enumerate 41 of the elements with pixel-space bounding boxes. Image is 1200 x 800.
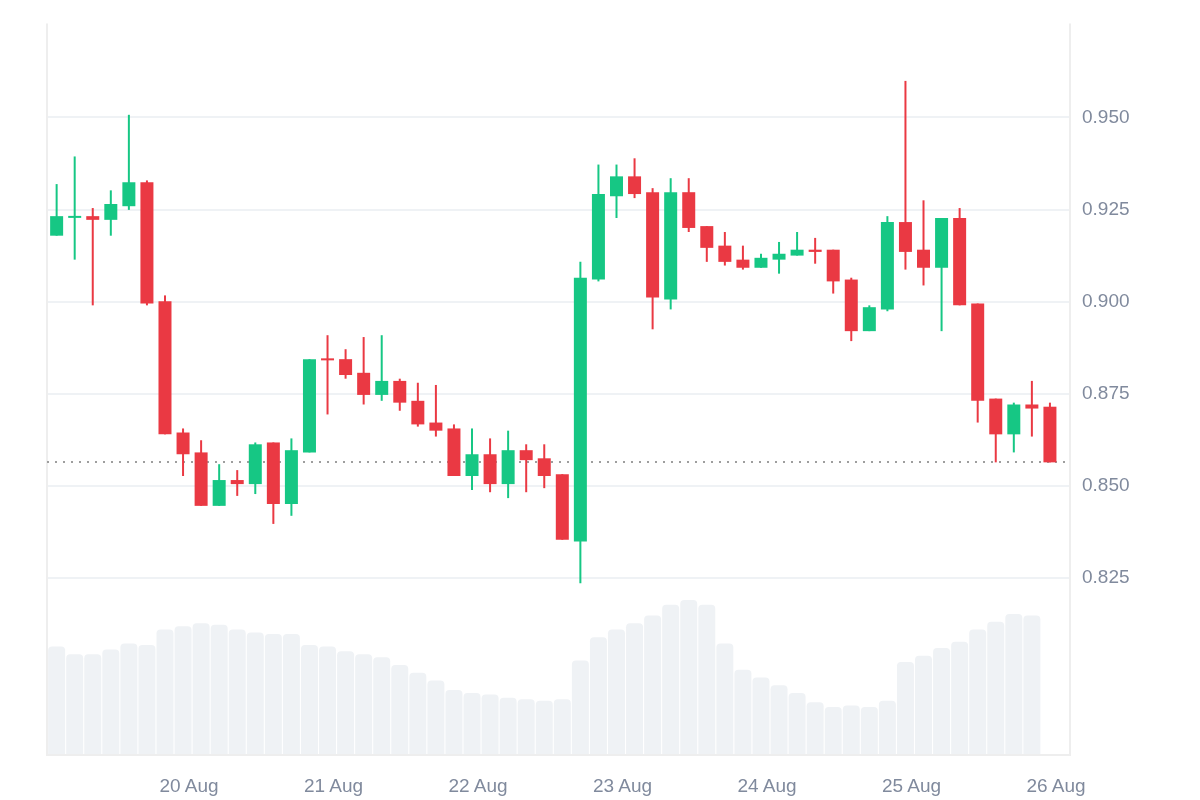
- y-tick-label: 0.950: [1082, 105, 1130, 127]
- candlestick: [700, 225, 714, 263]
- candlestick: [917, 199, 931, 287]
- x-tick-label: 25 Aug: [881, 774, 942, 796]
- x-tick-label: 22 Aug: [448, 774, 508, 796]
- y-tick-label: 0.900: [1082, 289, 1130, 311]
- candlestick: [465, 427, 479, 491]
- candlestick: [375, 334, 389, 402]
- y-tick-label: 0.925: [1082, 197, 1130, 219]
- candlestick: [68, 155, 82, 261]
- x-tick-label: 21 Aug: [303, 774, 364, 796]
- candlestick: [537, 443, 551, 490]
- x-tick-label: 24 Aug: [737, 774, 797, 796]
- candlestick: [628, 157, 642, 200]
- candlestick: [393, 377, 407, 412]
- candlestick: [122, 113, 136, 211]
- candlestick: [718, 231, 732, 267]
- candlestick: [339, 348, 353, 380]
- candlestick: [609, 163, 623, 219]
- candlestick: [230, 469, 244, 497]
- candlestick: [411, 381, 425, 428]
- y-tick-label: 0.825: [1082, 566, 1130, 588]
- candlestick: [50, 183, 64, 237]
- candlestick: [862, 304, 876, 333]
- candlestick: [321, 334, 335, 416]
- candlestick: [772, 240, 786, 275]
- x-tick-label: 20 Aug: [159, 774, 219, 796]
- y-tick-label: 0.850: [1082, 474, 1130, 496]
- candlestick: [429, 383, 443, 438]
- candlestick: [176, 427, 190, 477]
- x-tick-label: 26 Aug: [1026, 774, 1086, 796]
- candlestick: [104, 189, 118, 237]
- candlestick: [86, 207, 100, 307]
- candlestick: [736, 244, 750, 271]
- candlestick: [790, 231, 804, 257]
- x-tick-label: 23 Aug: [592, 774, 653, 796]
- candlestick: [357, 336, 371, 406]
- candlestick: [519, 443, 533, 494]
- y-tick-label: 0.875: [1082, 382, 1130, 404]
- candlestick: [1025, 379, 1039, 438]
- candlestick: [808, 236, 822, 265]
